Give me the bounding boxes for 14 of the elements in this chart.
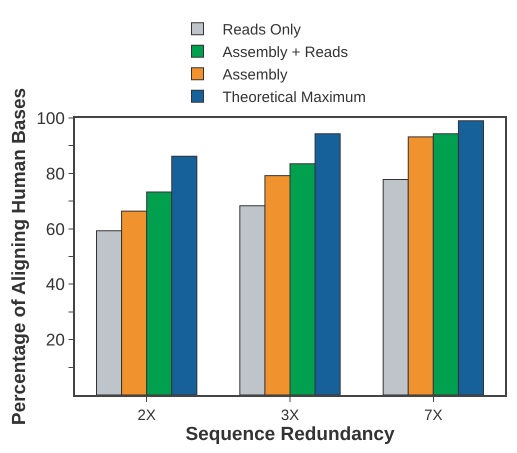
x-tick-label: 7X [424, 406, 443, 424]
y-axis-title: Percentage of Aligning Human Bases [8, 88, 30, 426]
y-tick-label: 60 [46, 220, 65, 239]
x-tick-label: 2X [137, 406, 156, 424]
legend-label: Assembly + Reads [222, 44, 348, 62]
y-tick-label: 100 [36, 108, 65, 128]
x-axis-title: Sequence Redundancy [185, 424, 395, 446]
x-tick-label: 3X [280, 406, 300, 424]
legend-label: Assembly [222, 66, 288, 84]
y-tick-label: 80 [46, 164, 65, 184]
legend-label: Reads Only [222, 22, 302, 39]
legend-label: Theoretical Maximum [222, 89, 366, 106]
y-tick-label: 20 [46, 330, 65, 350]
y-tick-label: 40 [46, 275, 65, 294]
